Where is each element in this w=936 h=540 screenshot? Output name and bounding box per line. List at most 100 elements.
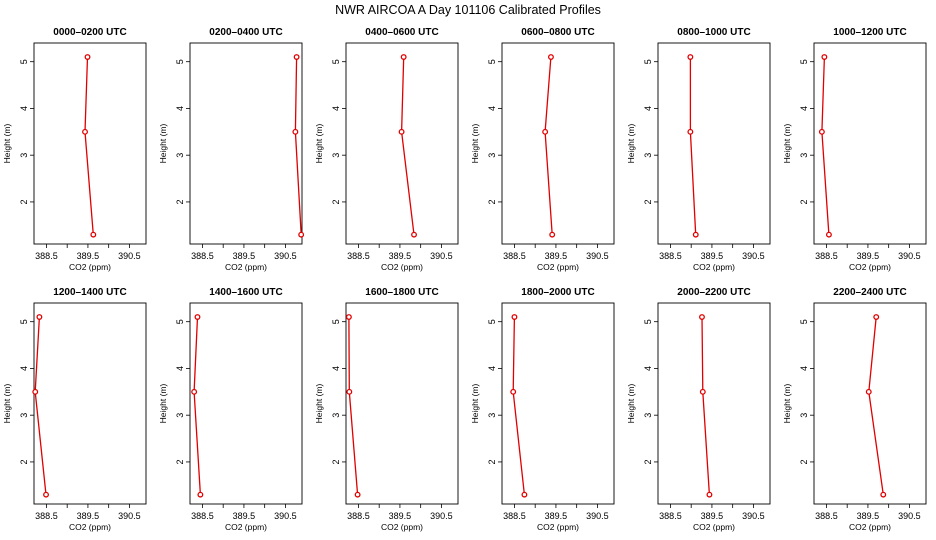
data-point bbox=[43, 491, 49, 498]
data-point bbox=[818, 128, 825, 135]
plot-frame bbox=[33, 42, 147, 245]
data-point bbox=[825, 231, 832, 238]
y-tick-label: 5 bbox=[799, 59, 809, 64]
y-tick-label: 3 bbox=[487, 413, 497, 418]
x-tick-label: 390.5 bbox=[430, 251, 453, 261]
panel-title: 0800–1000 UTC bbox=[677, 27, 750, 38]
y-tick-label: 3 bbox=[175, 413, 185, 418]
y-tick-label: 5 bbox=[175, 319, 185, 324]
data-point bbox=[292, 128, 299, 135]
data-point bbox=[36, 314, 43, 320]
chart-panel: 1200–1400 UTC 388.5 389.5 390.5 2 3 4 5 CO2 (ppm… bbox=[2, 287, 147, 532]
plot-frame bbox=[501, 302, 615, 505]
chart-panel: 1000–1200 UTC 388.5 389.5 390.5 2 3 4 5 CO2 (ppm… bbox=[782, 27, 927, 272]
y-tick-label: 2 bbox=[799, 459, 809, 464]
x-tick-label: 389.5 bbox=[389, 251, 412, 261]
y-tick-label: 5 bbox=[331, 59, 341, 64]
y-tick-label: 3 bbox=[175, 153, 185, 158]
panel-title: 1000–1200 UTC bbox=[833, 27, 906, 38]
y-tick-label: 3 bbox=[487, 153, 497, 158]
data-point bbox=[345, 314, 352, 320]
y-tick-label: 2 bbox=[19, 459, 29, 464]
x-tick-label: 390.5 bbox=[586, 511, 609, 521]
data-point bbox=[398, 128, 405, 135]
x-tick-label: 388.5 bbox=[815, 251, 838, 261]
data-point bbox=[549, 231, 556, 238]
x-axis-label: CO2 (ppm) bbox=[381, 522, 423, 532]
y-tick-label: 2 bbox=[487, 199, 497, 204]
x-tick-label: 389.5 bbox=[857, 511, 880, 521]
plot-frame bbox=[189, 42, 303, 245]
y-axis-label: Height (m) bbox=[626, 384, 636, 424]
y-tick-label: 2 bbox=[19, 199, 29, 204]
data-point bbox=[687, 54, 694, 60]
x-axis-label: CO2 (ppm) bbox=[69, 262, 111, 272]
x-tick-label: 388.5 bbox=[191, 251, 214, 261]
data-point bbox=[511, 314, 518, 320]
x-axis-label: CO2 (ppm) bbox=[537, 522, 579, 532]
plot-frame bbox=[345, 42, 459, 245]
y-axis-label: Height (m) bbox=[2, 124, 12, 164]
data-point bbox=[84, 54, 91, 60]
chart-panel: 0400–0600 UTC 388.5 389.5 390.5 2 3 4 5 CO2 (ppm… bbox=[314, 27, 459, 272]
panel-title: 0200–0400 UTC bbox=[209, 27, 282, 38]
series-line bbox=[34, 316, 47, 495]
x-axis-label: CO2 (ppm) bbox=[849, 522, 891, 532]
data-point bbox=[687, 128, 694, 135]
data-point bbox=[354, 491, 361, 498]
data-point bbox=[873, 314, 880, 320]
y-tick-label: 2 bbox=[643, 199, 653, 204]
y-tick-label: 5 bbox=[19, 59, 29, 64]
data-point bbox=[821, 54, 828, 60]
y-axis-label: Height (m) bbox=[2, 384, 12, 424]
y-tick-label: 4 bbox=[799, 366, 809, 371]
chart-panel: 0200–0400 UTC 388.5 389.5 390.5 2 3 4 5 CO2 (ppm… bbox=[158, 27, 305, 272]
panel-title: 1800–2000 UTC bbox=[521, 287, 594, 298]
y-tick-label: 2 bbox=[331, 199, 341, 204]
y-tick-label: 2 bbox=[643, 459, 653, 464]
x-tick-label: 390.5 bbox=[898, 511, 921, 521]
x-tick-label: 389.5 bbox=[701, 511, 724, 521]
data-point bbox=[298, 231, 305, 238]
y-tick-label: 3 bbox=[19, 153, 29, 158]
plot-frame bbox=[345, 302, 459, 505]
data-point bbox=[880, 491, 887, 498]
y-tick-label: 5 bbox=[331, 319, 341, 324]
data-point bbox=[692, 231, 699, 238]
series-line bbox=[294, 56, 302, 235]
y-tick-label: 4 bbox=[799, 106, 809, 111]
plot-frame bbox=[189, 302, 303, 505]
y-axis-label: Height (m) bbox=[782, 384, 792, 424]
chart-panel: 0800–1000 UTC 388.5 389.5 390.5 2 3 4 5 CO2 (ppm… bbox=[626, 27, 771, 272]
data-point bbox=[521, 491, 528, 498]
y-tick-label: 3 bbox=[643, 413, 653, 418]
y-tick-label: 4 bbox=[19, 106, 29, 111]
x-tick-label: 390.5 bbox=[118, 511, 141, 521]
x-tick-label: 390.5 bbox=[742, 251, 765, 261]
x-tick-label: 390.5 bbox=[274, 511, 297, 521]
x-axis-label: CO2 (ppm) bbox=[381, 262, 423, 272]
chart-panel: 0000–0200 UTC 388.5 389.5 390.5 2 3 4 5 CO2 (ppm… bbox=[2, 27, 147, 272]
x-axis-label: CO2 (ppm) bbox=[69, 522, 111, 532]
panel-title: 2000–2200 UTC bbox=[677, 287, 750, 298]
series-line bbox=[512, 316, 526, 495]
y-tick-label: 5 bbox=[175, 59, 185, 64]
series-line bbox=[701, 316, 711, 495]
x-axis-label: CO2 (ppm) bbox=[537, 262, 579, 272]
data-point bbox=[699, 388, 706, 395]
y-tick-label: 4 bbox=[19, 366, 29, 371]
panel-title: 0400–0600 UTC bbox=[365, 27, 438, 38]
y-tick-label: 2 bbox=[175, 199, 185, 204]
x-tick-label: 388.5 bbox=[659, 511, 682, 521]
data-point bbox=[197, 491, 204, 498]
x-tick-label: 388.5 bbox=[35, 251, 58, 261]
x-tick-label: 388.5 bbox=[347, 511, 370, 521]
x-tick-label: 388.5 bbox=[503, 511, 526, 521]
y-tick-label: 3 bbox=[331, 153, 341, 158]
panel-title: 1600–1800 UTC bbox=[365, 287, 438, 298]
data-point bbox=[82, 128, 88, 135]
x-tick-label: 389.5 bbox=[545, 511, 568, 521]
y-tick-label: 4 bbox=[487, 366, 497, 371]
x-tick-label: 388.5 bbox=[347, 251, 370, 261]
